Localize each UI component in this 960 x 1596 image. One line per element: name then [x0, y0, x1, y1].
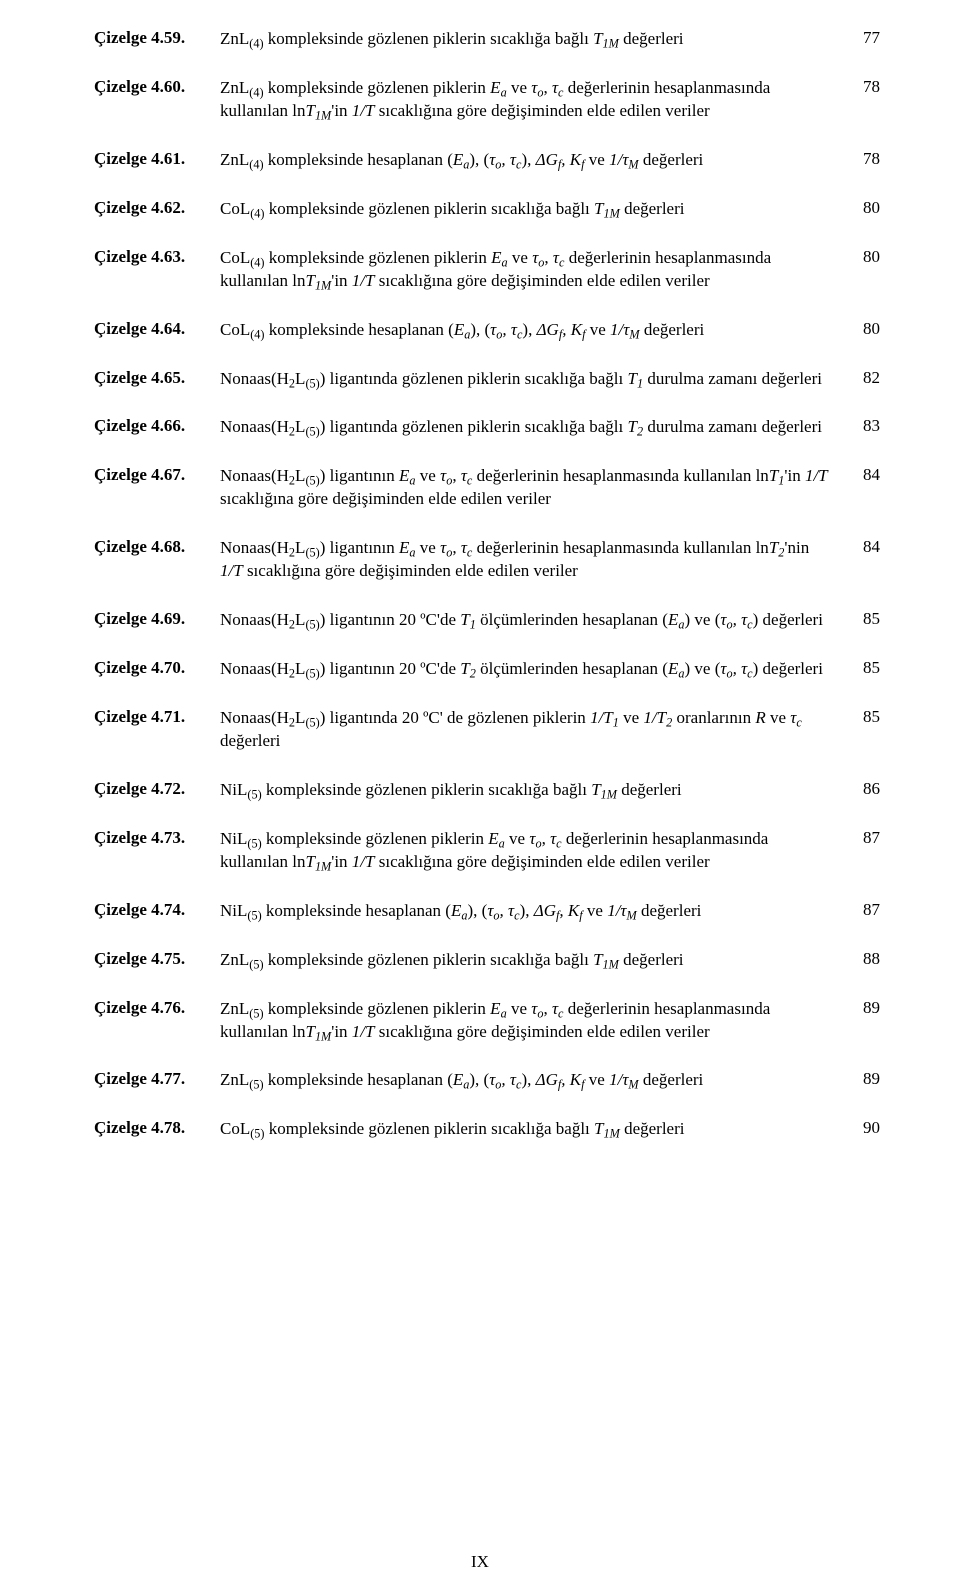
entry-label: Çizelge 4.68.: [94, 537, 220, 557]
list-item: Çizelge 4.77.ZnL(5) kompleksinde hesapla…: [94, 1069, 880, 1092]
list-item: Çizelge 4.71.Nonaas(H2L(5)) ligantında 2…: [94, 707, 880, 753]
page-number-footer: IX: [0, 1552, 960, 1572]
entry-page-number: 87: [846, 828, 880, 848]
entry-page-number: 80: [846, 198, 880, 218]
list-item: Çizelge 4.74.NiL(5) kompleksinde hesapla…: [94, 900, 880, 923]
entry-label: Çizelge 4.69.: [94, 609, 220, 629]
list-item: Çizelge 4.75.ZnL(5) kompleksinde gözlene…: [94, 949, 880, 972]
entry-label: Çizelge 4.61.: [94, 149, 220, 169]
entry-page-number: 78: [846, 149, 880, 169]
entry-description: ZnL(4) kompleksinde gözlenen piklerin sı…: [220, 28, 846, 51]
figure-list: Çizelge 4.59.ZnL(4) kompleksinde gözlene…: [94, 28, 880, 1141]
entry-description: ZnL(5) kompleksinde gözlenen piklerin sı…: [220, 949, 846, 972]
entry-page-number: 89: [846, 1069, 880, 1089]
entry-page-number: 87: [846, 900, 880, 920]
entry-label: Çizelge 4.72.: [94, 779, 220, 799]
list-item: Çizelge 4.65.Nonaas(H2L(5)) ligantında g…: [94, 368, 880, 391]
entry-description: Nonaas(H2L(5)) ligantında 20 ºC' de gözl…: [220, 707, 846, 753]
entry-description: CoL(4) kompleksinde gözlenen piklerin sı…: [220, 198, 846, 221]
entry-description: Nonaas(H2L(5)) ligantının 20 ºC'de T1 öl…: [220, 609, 846, 632]
entry-description: Nonaas(H2L(5)) ligantında gözlenen pikle…: [220, 416, 846, 439]
entry-description: ZnL(4) kompleksinde hesaplanan (Ea), (τo…: [220, 149, 846, 172]
entry-description: CoL(4) kompleksinde gözlenen piklerin Ea…: [220, 247, 846, 293]
entry-page-number: 90: [846, 1118, 880, 1138]
list-item: Çizelge 4.67.Nonaas(H2L(5)) ligantının E…: [94, 465, 880, 511]
entry-page-number: 83: [846, 416, 880, 436]
entry-page-number: 89: [846, 998, 880, 1018]
list-item: Çizelge 4.59.ZnL(4) kompleksinde gözlene…: [94, 28, 880, 51]
entry-description: NiL(5) kompleksinde gözlenen piklerin sı…: [220, 779, 846, 802]
entry-description: ZnL(5) kompleksinde hesaplanan (Ea), (τo…: [220, 1069, 846, 1092]
list-item: Çizelge 4.62.CoL(4) kompleksinde gözlene…: [94, 198, 880, 221]
entry-page-number: 86: [846, 779, 880, 799]
list-item: Çizelge 4.63.CoL(4) kompleksinde gözlene…: [94, 247, 880, 293]
entry-label: Çizelge 4.64.: [94, 319, 220, 339]
list-item: Çizelge 4.76.ZnL(5) kompleksinde gözlene…: [94, 998, 880, 1044]
entry-description: ZnL(4) kompleksinde gözlenen piklerin Ea…: [220, 77, 846, 123]
entry-description: NiL(5) kompleksinde gözlenen piklerin Ea…: [220, 828, 846, 874]
entry-label: Çizelge 4.73.: [94, 828, 220, 848]
entry-label: Çizelge 4.62.: [94, 198, 220, 218]
entry-description: Nonaas(H2L(5)) ligantının 20 ºC'de T2 öl…: [220, 658, 846, 681]
entry-page-number: 80: [846, 319, 880, 339]
entry-label: Çizelge 4.59.: [94, 28, 220, 48]
entry-page-number: 84: [846, 537, 880, 557]
entry-label: Çizelge 4.65.: [94, 368, 220, 388]
entry-label: Çizelge 4.78.: [94, 1118, 220, 1138]
entry-label: Çizelge 4.66.: [94, 416, 220, 436]
list-item: Çizelge 4.64.CoL(4) kompleksinde hesapla…: [94, 319, 880, 342]
entry-label: Çizelge 4.71.: [94, 707, 220, 727]
entry-page-number: 80: [846, 247, 880, 267]
entry-page-number: 85: [846, 609, 880, 629]
entry-description: CoL(5) kompleksinde gözlenen piklerin sı…: [220, 1118, 846, 1141]
entry-label: Çizelge 4.67.: [94, 465, 220, 485]
list-item: Çizelge 4.60.ZnL(4) kompleksinde gözlene…: [94, 77, 880, 123]
entry-label: Çizelge 4.75.: [94, 949, 220, 969]
entry-description: Nonaas(H2L(5)) ligantında gözlenen pikle…: [220, 368, 846, 391]
list-item: Çizelge 4.78.CoL(5) kompleksinde gözlene…: [94, 1118, 880, 1141]
page: Çizelge 4.59.ZnL(4) kompleksinde gözlene…: [0, 0, 960, 1596]
list-item: Çizelge 4.61.ZnL(4) kompleksinde hesapla…: [94, 149, 880, 172]
entry-label: Çizelge 4.63.: [94, 247, 220, 267]
list-item: Çizelge 4.73.NiL(5) kompleksinde gözlene…: [94, 828, 880, 874]
entry-description: Nonaas(H2L(5)) ligantının Ea ve τo, τc d…: [220, 537, 846, 583]
entry-label: Çizelge 4.74.: [94, 900, 220, 920]
entry-page-number: 88: [846, 949, 880, 969]
entry-page-number: 78: [846, 77, 880, 97]
list-item: Çizelge 4.66.Nonaas(H2L(5)) ligantında g…: [94, 416, 880, 439]
list-item: Çizelge 4.70.Nonaas(H2L(5)) ligantının 2…: [94, 658, 880, 681]
entry-label: Çizelge 4.70.: [94, 658, 220, 678]
entry-description: ZnL(5) kompleksinde gözlenen piklerin Ea…: [220, 998, 846, 1044]
entry-description: Nonaas(H2L(5)) ligantının Ea ve τo, τc d…: [220, 465, 846, 511]
entry-page-number: 82: [846, 368, 880, 388]
list-item: Çizelge 4.72.NiL(5) kompleksinde gözlene…: [94, 779, 880, 802]
entry-description: CoL(4) kompleksinde hesaplanan (Ea), (τo…: [220, 319, 846, 342]
entry-page-number: 77: [846, 28, 880, 48]
entry-page-number: 84: [846, 465, 880, 485]
list-item: Çizelge 4.68.Nonaas(H2L(5)) ligantının E…: [94, 537, 880, 583]
list-item: Çizelge 4.69.Nonaas(H2L(5)) ligantının 2…: [94, 609, 880, 632]
entry-label: Çizelge 4.76.: [94, 998, 220, 1018]
entry-description: NiL(5) kompleksinde hesaplanan (Ea), (τo…: [220, 900, 846, 923]
entry-label: Çizelge 4.77.: [94, 1069, 220, 1089]
entry-page-number: 85: [846, 707, 880, 727]
entry-page-number: 85: [846, 658, 880, 678]
entry-label: Çizelge 4.60.: [94, 77, 220, 97]
